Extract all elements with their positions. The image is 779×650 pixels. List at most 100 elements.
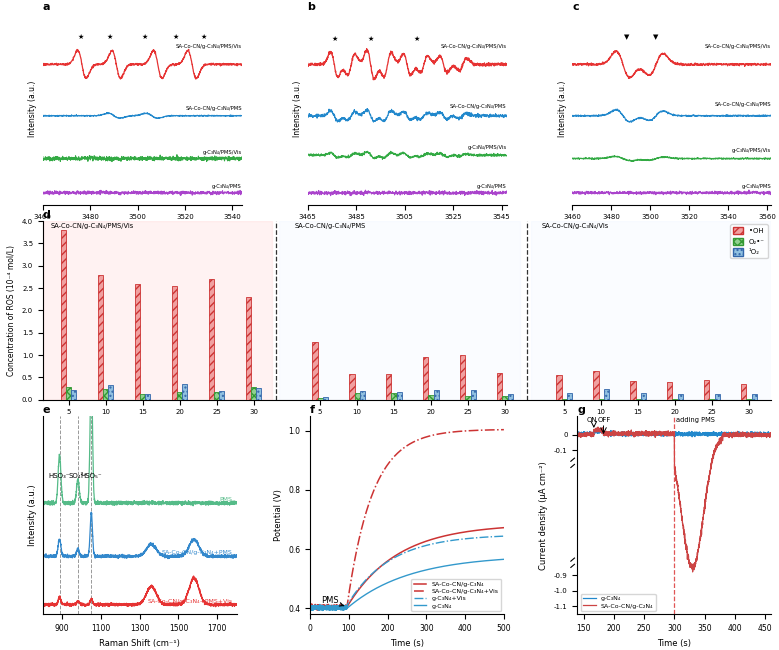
Bar xyxy=(182,384,188,400)
g-C₃N₄ xyxy=(767,430,776,437)
Bar xyxy=(710,399,714,400)
SA-Co-CN/g-C₃N₄ xyxy=(494,524,503,532)
SA-Co-CN/g-C₂N₄ xyxy=(662,429,671,437)
SA-Co-CN/g-C₃N₄ xyxy=(499,524,509,532)
Bar xyxy=(704,380,710,400)
Text: g-C₃N₄/PMS/Vis: g-C₃N₄/PMS/Vis xyxy=(203,150,241,155)
g-C₃N₄+Vis xyxy=(494,532,503,540)
g-C₃N₄ xyxy=(400,572,409,580)
Text: b: b xyxy=(308,2,315,12)
Bar xyxy=(460,355,465,400)
SA-Co-CN/g-C₃N₄ xyxy=(400,547,409,554)
Bar xyxy=(397,392,402,400)
g-C₃N₄+Vis xyxy=(395,551,404,559)
g-C₃N₄ xyxy=(494,556,503,564)
Text: PMS: PMS xyxy=(220,497,233,502)
X-axis label: Time (min): Time (min) xyxy=(384,421,430,430)
Bar xyxy=(323,396,328,400)
Line: g-C₃N₄: g-C₃N₄ xyxy=(577,430,771,437)
Text: ★: ★ xyxy=(78,34,84,40)
X-axis label: Raman Shift (cm⁻¹): Raman Shift (cm⁻¹) xyxy=(99,638,180,647)
Bar xyxy=(108,385,114,400)
g-C₃N₄ xyxy=(761,430,770,438)
Line: g-C₃N₄+Vis: g-C₃N₄+Vis xyxy=(310,536,504,609)
Text: g-C₃N₄/PMS: g-C₃N₄/PMS xyxy=(212,185,241,189)
SA-Co-CN/g-C₂N₄ xyxy=(667,429,676,437)
g-C₃N₄+Vis xyxy=(315,603,325,610)
Line: SA-Co-CN/g-C₃N₄+Vis: SA-Co-CN/g-C₃N₄+Vis xyxy=(310,430,504,610)
SA-Co-CN/g-C₃N₄ xyxy=(312,606,322,614)
Bar xyxy=(61,230,66,400)
Bar xyxy=(678,395,683,400)
g-C₃N₄ xyxy=(761,430,770,438)
Bar xyxy=(214,392,219,400)
SA-Co-CN/g-C₂N₄ xyxy=(767,430,776,438)
Bar xyxy=(172,286,177,400)
SA-Co-CN/g-C₃N₄ xyxy=(458,528,467,536)
Y-axis label: Concentration of ROS (10⁻⁴ mol/L): Concentration of ROS (10⁻⁴ mol/L) xyxy=(7,245,16,376)
Bar xyxy=(598,399,604,400)
SA-Co-CN/g-C₃N₄ xyxy=(305,603,315,611)
g-C₃N₄+Vis xyxy=(320,605,330,613)
SA-Co-CN/g-C₂N₄ xyxy=(573,431,582,439)
Text: g-C₃N₄/PMS: g-C₃N₄/PMS xyxy=(477,185,506,189)
Text: OFF: OFF xyxy=(598,417,612,423)
Text: g-C₃N₄/PMS/Vis: g-C₃N₄/PMS/Vis xyxy=(732,148,771,153)
Bar xyxy=(312,342,318,400)
Bar xyxy=(502,396,508,400)
Bar xyxy=(604,389,609,400)
Bar xyxy=(360,391,365,400)
g-C₃N₄ xyxy=(318,606,327,614)
SA-Co-CN/g-C₃N₄+Vis xyxy=(395,448,404,456)
SA-Co-CN/g-C₃N₄+Vis xyxy=(494,426,503,434)
SA-Co-CN/g-C₂N₄ xyxy=(761,430,770,437)
Bar xyxy=(508,395,513,400)
Bar xyxy=(640,393,646,400)
SA-Co-CN/g-C₂N₄ xyxy=(594,423,603,431)
g-C₃N₄+Vis xyxy=(305,603,315,610)
Text: d: d xyxy=(43,210,51,220)
SA-Co-CN/g-C₃N₄+Vis xyxy=(315,603,325,611)
Text: c: c xyxy=(573,2,579,12)
Bar xyxy=(556,375,562,400)
Bar xyxy=(72,390,76,400)
Bar xyxy=(209,279,214,400)
Text: ▼: ▼ xyxy=(654,34,659,40)
g-C₃N₄ xyxy=(667,429,676,437)
SA-Co-CN/g-C₃N₄+Vis xyxy=(400,443,409,451)
SA-Co-CN/g-C₃N₄+Vis xyxy=(458,427,467,435)
Y-axis label: Current density (μA cm⁻²): Current density (μA cm⁻²) xyxy=(540,461,548,569)
Text: ★: ★ xyxy=(172,34,178,40)
Bar xyxy=(135,283,140,400)
Line: SA-Co-CN/g-C₃N₄: SA-Co-CN/g-C₃N₄ xyxy=(310,528,504,610)
Text: a: a xyxy=(43,2,51,12)
Bar xyxy=(423,358,428,400)
SA-Co-CN/g-C₂N₄ xyxy=(725,432,735,439)
Text: SA-Co-CN/g-C₃N₄/PMS: SA-Co-CN/g-C₃N₄/PMS xyxy=(185,105,241,110)
SA-Co-CN/g-C₃N₄ xyxy=(494,524,503,532)
Line: g-C₃N₄: g-C₃N₄ xyxy=(310,559,504,610)
SA-Co-CN/g-C₃N₄+Vis xyxy=(313,606,323,614)
Bar xyxy=(465,396,471,400)
Bar xyxy=(354,393,360,400)
Text: g: g xyxy=(577,405,585,415)
Bar xyxy=(746,399,752,400)
g-C₃N₄ xyxy=(573,431,582,439)
Legend: •OH, O₂•⁻, ¹O₂: •OH, O₂•⁻, ¹O₂ xyxy=(730,224,768,258)
Text: e: e xyxy=(43,405,51,415)
Bar xyxy=(594,370,598,400)
SA-Co-CN/g-C₃N₄+Vis xyxy=(499,426,509,434)
Text: adding PMS: adding PMS xyxy=(676,417,715,423)
Bar xyxy=(246,297,251,400)
Text: ★: ★ xyxy=(414,36,420,42)
Bar xyxy=(471,390,476,400)
Bar xyxy=(140,394,145,400)
Text: SA-Co-CN/g-C₃N₄/PMS: SA-Co-CN/g-C₃N₄/PMS xyxy=(294,223,365,229)
Bar xyxy=(251,387,256,400)
Text: ★: ★ xyxy=(368,36,374,42)
Bar xyxy=(742,384,746,400)
SA-Co-CN/g-C₂N₄ xyxy=(583,430,592,438)
Text: HSO₅⁻: HSO₅⁻ xyxy=(80,473,102,479)
Bar xyxy=(66,387,72,400)
Legend: g-C₃N₄, SA-Co-CN/g-C₂N₄: g-C₃N₄, SA-Co-CN/g-C₂N₄ xyxy=(580,593,656,611)
